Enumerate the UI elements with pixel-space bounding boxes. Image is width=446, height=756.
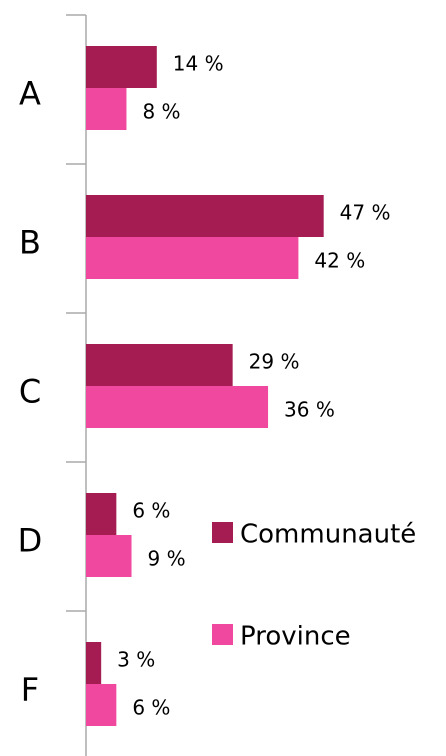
legend-label: Communauté <box>240 520 416 550</box>
value-label: 42 % <box>314 249 365 273</box>
bar <box>86 535 132 577</box>
value-label: 8 % <box>142 100 180 124</box>
bar <box>86 642 102 684</box>
value-label: 3 % <box>117 648 155 672</box>
value-label: 6 % <box>132 499 170 523</box>
bar <box>86 237 299 279</box>
bar <box>86 195 324 237</box>
category-label: F <box>21 671 39 709</box>
value-label: 9 % <box>148 547 186 571</box>
category-label: B <box>19 224 41 262</box>
bar <box>86 493 117 535</box>
bar <box>86 46 157 88</box>
bar <box>86 344 233 386</box>
bar <box>86 684 117 726</box>
bar <box>86 88 127 130</box>
value-label: 36 % <box>284 398 335 422</box>
category-label: A <box>19 75 41 113</box>
category-label: D <box>18 522 43 560</box>
bar <box>86 386 269 428</box>
legend-swatch <box>212 624 233 645</box>
value-label: 47 % <box>340 201 391 225</box>
category-label: C <box>19 373 41 411</box>
legend-swatch <box>212 522 233 543</box>
value-label: 29 % <box>249 350 300 374</box>
value-label: 14 % <box>173 52 224 76</box>
value-label: 6 % <box>132 696 170 720</box>
legend-label: Province <box>240 622 351 652</box>
